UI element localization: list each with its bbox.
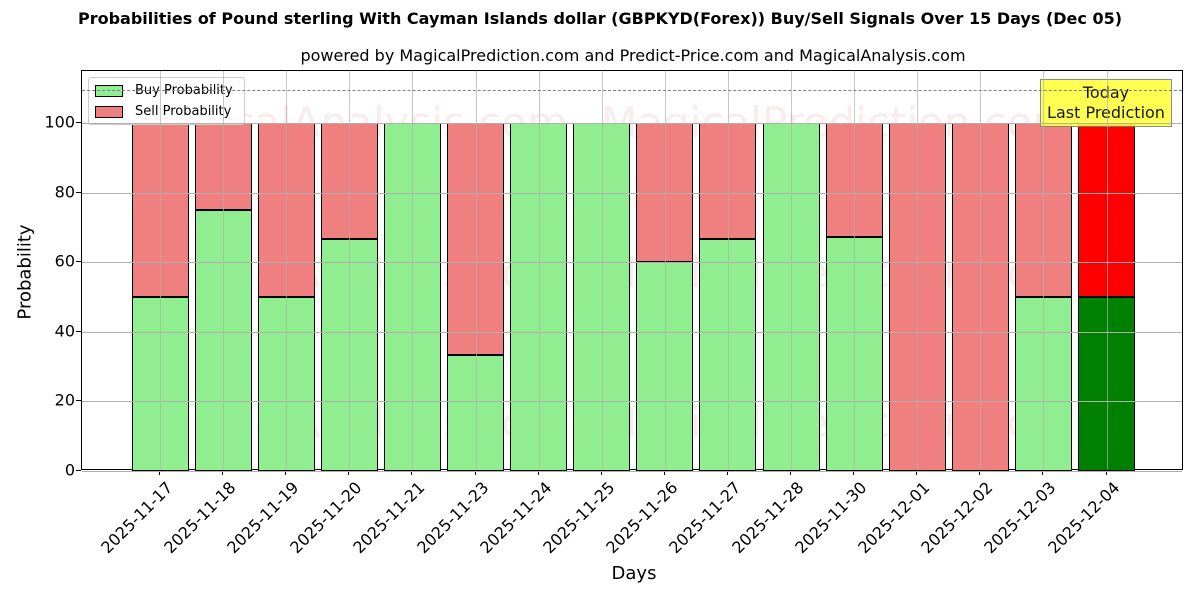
plot-area: MagicalAnalysis.comMagicalPrediction.com… <box>81 70 1183 472</box>
grid-line-v <box>917 71 919 469</box>
y-tick-label: 100 <box>44 112 75 132</box>
grid-line-v <box>160 71 161 469</box>
x-tick-mark <box>663 470 665 475</box>
y-tick-mark <box>76 191 81 193</box>
grid-line-v <box>475 71 477 469</box>
y-tick-mark <box>76 400 81 402</box>
y-axis-label: Probability <box>14 224 36 320</box>
y-tick-label: 40 <box>54 321 75 341</box>
x-tick-mark <box>1105 470 1107 475</box>
x-tick-mark <box>348 470 350 475</box>
y-tick-mark <box>76 330 81 332</box>
grid-line-v <box>854 71 856 469</box>
sell-swatch-icon <box>95 105 123 118</box>
chart-title: Probabilities of Pound sterling With Cay… <box>77 9 1123 28</box>
x-tick-mark <box>159 470 160 475</box>
x-tick-mark <box>285 470 287 475</box>
reference-line <box>82 90 1182 91</box>
x-tick-mark <box>916 470 918 475</box>
grid-line-h <box>82 471 1182 472</box>
x-tick-mark <box>790 470 791 475</box>
grid-line-v <box>538 71 540 469</box>
grid-line-h <box>82 401 1182 403</box>
grid-line-h <box>82 192 1182 194</box>
y-tick-mark <box>76 122 81 124</box>
today-annotation: Today Last Prediction <box>1040 79 1172 127</box>
y-tick-label: 80 <box>54 182 75 202</box>
grid-line-v <box>791 71 792 469</box>
grid-line-v <box>223 71 225 469</box>
legend: Buy Probability Sell Probability <box>88 77 245 125</box>
y-tick-mark <box>76 470 81 471</box>
x-axis-label: Days <box>611 563 657 584</box>
y-tick-label: 20 <box>54 390 75 410</box>
legend-item-sell: Sell Probability <box>95 104 231 119</box>
grid-line-h <box>82 123 1182 125</box>
x-tick-mark <box>411 470 413 475</box>
x-tick-mark <box>979 470 981 475</box>
y-tick-label: 0 <box>64 460 75 480</box>
x-tick-mark <box>600 470 602 475</box>
grid-line-v <box>980 71 982 469</box>
grid-line-v <box>727 71 729 469</box>
x-tick-mark <box>222 470 224 475</box>
x-tick-mark <box>537 470 539 475</box>
grid-line-v <box>286 71 288 469</box>
grid-line-h <box>82 331 1182 333</box>
x-tick-mark <box>726 470 728 475</box>
chart-subtitle: powered by MagicalPrediction.com and Pre… <box>300 46 966 65</box>
grid-line-v <box>1043 71 1045 469</box>
y-tick-label: 60 <box>54 251 75 271</box>
x-tick-mark <box>1042 470 1044 475</box>
grid-line-v <box>349 71 351 469</box>
grid-line-v <box>601 71 603 469</box>
x-tick-mark <box>853 470 855 475</box>
grid-line-h <box>82 262 1182 264</box>
grid-line-v <box>1106 71 1108 469</box>
x-tick-mark <box>474 470 476 475</box>
grid-line-v <box>412 71 414 469</box>
grid-line-v <box>664 71 666 469</box>
y-tick-mark <box>76 261 81 263</box>
